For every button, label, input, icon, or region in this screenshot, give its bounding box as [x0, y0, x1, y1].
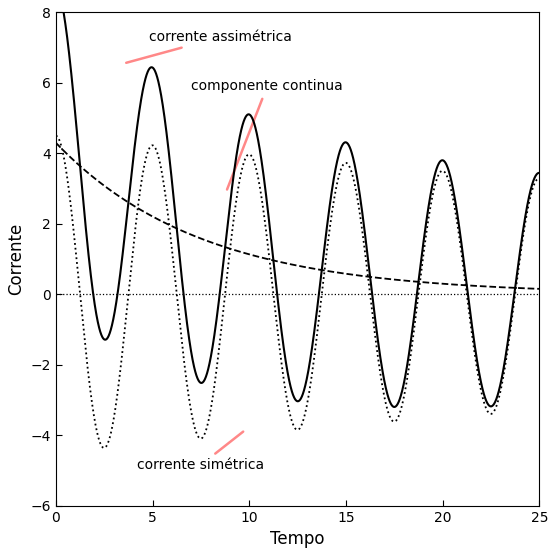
- Text: corrente assimétrica: corrente assimétrica: [126, 30, 291, 63]
- Y-axis label: Corrente: Corrente: [7, 223, 25, 295]
- Text: corrente simétrica: corrente simétrica: [137, 432, 264, 472]
- X-axis label: Tempo: Tempo: [270, 530, 325, 548]
- Text: componente continua: componente continua: [191, 79, 343, 189]
